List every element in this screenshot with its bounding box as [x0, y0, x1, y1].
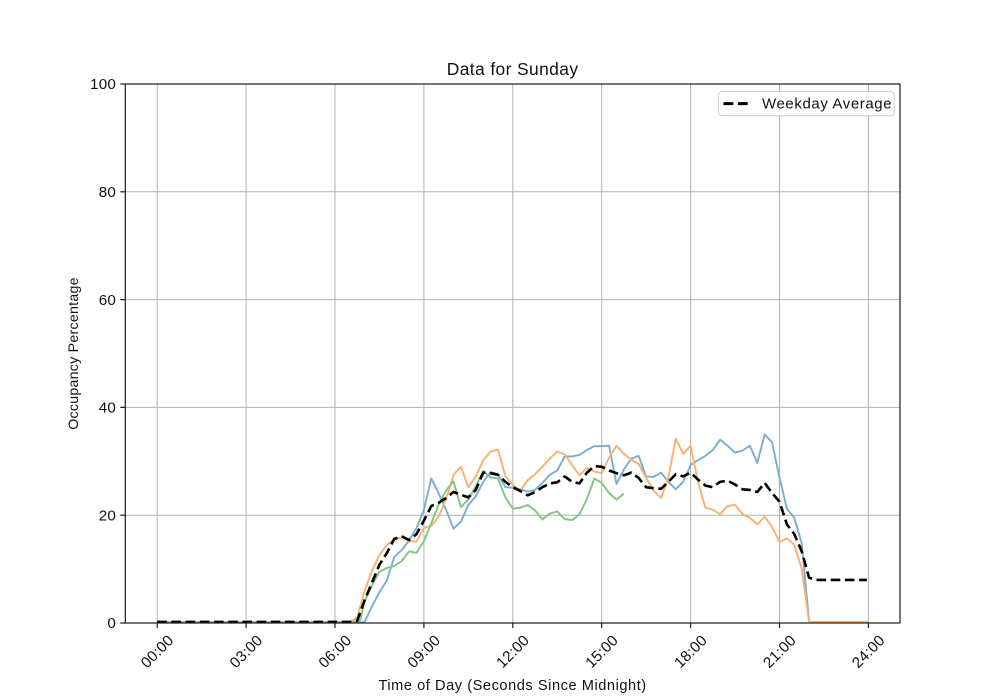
svg-text:Time of Day (Seconds Since Mid: Time of Day (Seconds Since Midnight) [378, 678, 646, 694]
svg-text:0: 0 [107, 615, 116, 632]
svg-text:40: 40 [99, 400, 116, 417]
svg-text:Occupancy Percentage: Occupancy Percentage [66, 277, 82, 429]
svg-text:20: 20 [99, 507, 116, 524]
svg-text:100: 100 [90, 76, 116, 93]
svg-text:Data for Sunday: Data for Sunday [447, 59, 579, 79]
svg-text:80: 80 [99, 184, 116, 201]
svg-text:Weekday Average: Weekday Average [762, 95, 892, 112]
svg-text:60: 60 [99, 292, 116, 309]
